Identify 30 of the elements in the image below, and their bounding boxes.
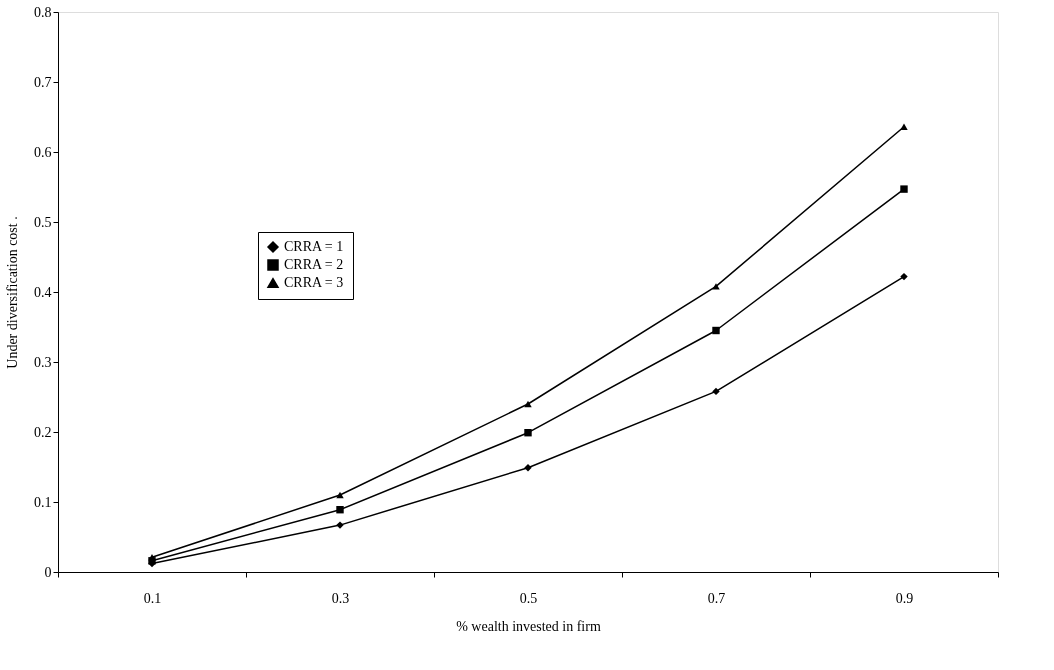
- y-tick-label: 0.4: [34, 284, 52, 300]
- legend-label: CRRA = 1: [284, 239, 344, 254]
- point: [900, 272, 908, 281]
- point: [712, 283, 720, 290]
- point: [900, 123, 908, 131]
- point: [712, 387, 720, 396]
- x-tick-label: 0.7: [707, 590, 726, 606]
- y-axis-title: Under diversification cost .: [5, 216, 20, 369]
- x-tick-label: 0.3: [331, 590, 350, 606]
- point: [524, 400, 532, 408]
- y-tick-label: 0: [44, 564, 52, 580]
- x-tick-label: 0.9: [895, 590, 914, 606]
- y-tick-label: 0.5: [34, 214, 52, 230]
- point: [900, 185, 908, 193]
- x-tick-label: 0.1: [143, 590, 162, 606]
- y-tick-label: 0.8: [34, 4, 52, 20]
- point: [336, 491, 344, 499]
- y-tick-label: 0.7: [34, 74, 52, 90]
- y-tick-label: 0.2: [34, 424, 52, 440]
- point: [524, 428, 532, 437]
- legend-label: CRRA = 2: [284, 257, 344, 272]
- point: [524, 463, 532, 472]
- y-tick-label: 0.3: [34, 354, 52, 370]
- legend-label: CRRA = 3: [284, 275, 344, 290]
- x-tick-label: 0.5: [519, 590, 538, 606]
- y-tick-label: 0.6: [34, 144, 52, 160]
- point: [712, 326, 720, 335]
- x-axis-title: % wealth invested in firm: [456, 618, 601, 634]
- point: [336, 505, 344, 514]
- y-tick-label: 0.1: [34, 494, 52, 510]
